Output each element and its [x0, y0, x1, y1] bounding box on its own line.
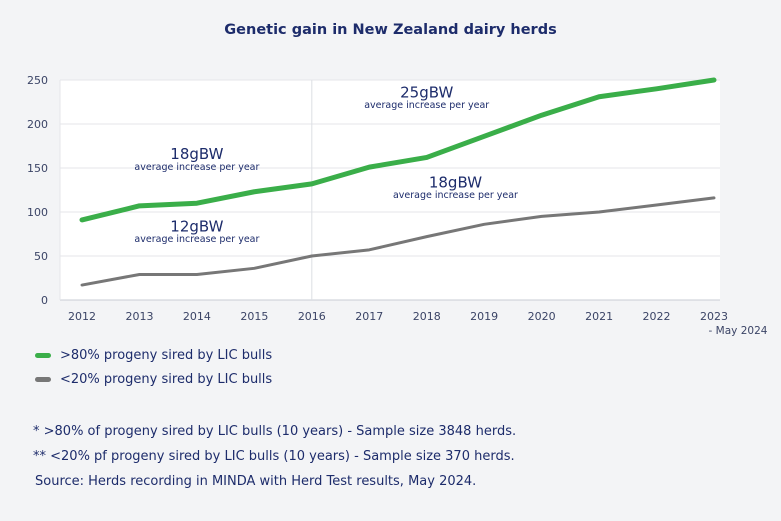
plot-area — [60, 80, 720, 300]
annotation-value: 18gBW — [170, 145, 223, 163]
legend-swatch-green — [35, 353, 51, 358]
x-tick-label: 2020 — [528, 310, 556, 323]
line-chart: 0 50 100 150 200 250 2012 2013 2014 2015 2016 2017 2… — [27, 74, 768, 337]
x-tick-label: 2014 — [183, 310, 211, 323]
annotation-value: 18gBW — [429, 173, 482, 191]
x-tick-label: 2022 — [643, 310, 671, 323]
annotation-value: 12gBW — [170, 217, 223, 235]
annotation-subtitle: average increase per year — [393, 190, 518, 201]
x-tick-label: 2012 — [68, 310, 96, 323]
series-line-lic-20 — [80, 196, 716, 287]
x-tick-label: 2017 — [355, 310, 383, 323]
footnote-source: Source: Herds recording in MINDA with He… — [35, 474, 477, 489]
footnote-sample-20: ** <20% pf progeny sired by LIC bulls (1… — [33, 449, 515, 464]
y-tick-label: 200 — [27, 118, 48, 131]
x-tick-label: 2013 — [125, 310, 153, 323]
y-tick-label: 0 — [41, 294, 48, 307]
x-tick-label: 2015 — [240, 310, 268, 323]
x-tick-label: 2021 — [585, 310, 613, 323]
x-tick-label: 2023 — [700, 310, 728, 323]
x-tick-label: 2019 — [470, 310, 498, 323]
x-tick-label: 2018 — [413, 310, 441, 323]
chart-title: Genetic gain in New Zealand dairy herds — [224, 22, 557, 38]
series-line-lic-80 — [79, 77, 717, 223]
annotation-subtitle: average increase per year — [134, 234, 259, 245]
y-tick-label: 150 — [27, 162, 48, 175]
annotation-subtitle: average increase per year — [364, 100, 489, 111]
legend-swatch-grey — [35, 377, 51, 382]
y-tick-label: 100 — [27, 206, 48, 219]
annotation-value: 25gBW — [400, 84, 453, 102]
y-tick-label: 250 — [27, 74, 48, 87]
footnote-sample-80: * >80% of progeny sired by LIC bulls (10… — [33, 424, 517, 439]
legend-item-lic-20: <20% progeny sired by LIC bulls — [35, 372, 272, 387]
legend-label: <20% progeny sired by LIC bulls — [60, 372, 273, 387]
x-tick-label: 2016 — [298, 310, 326, 323]
y-tick-label: 50 — [34, 250, 48, 263]
x-tick-sublabel: - May 2024 — [709, 325, 768, 337]
legend-item-lic-80: >80% progeny sired by LIC bulls — [35, 348, 272, 363]
annotation-subtitle: average increase per year — [134, 162, 259, 173]
legend-label: >80% progeny sired by LIC bulls — [60, 348, 273, 363]
